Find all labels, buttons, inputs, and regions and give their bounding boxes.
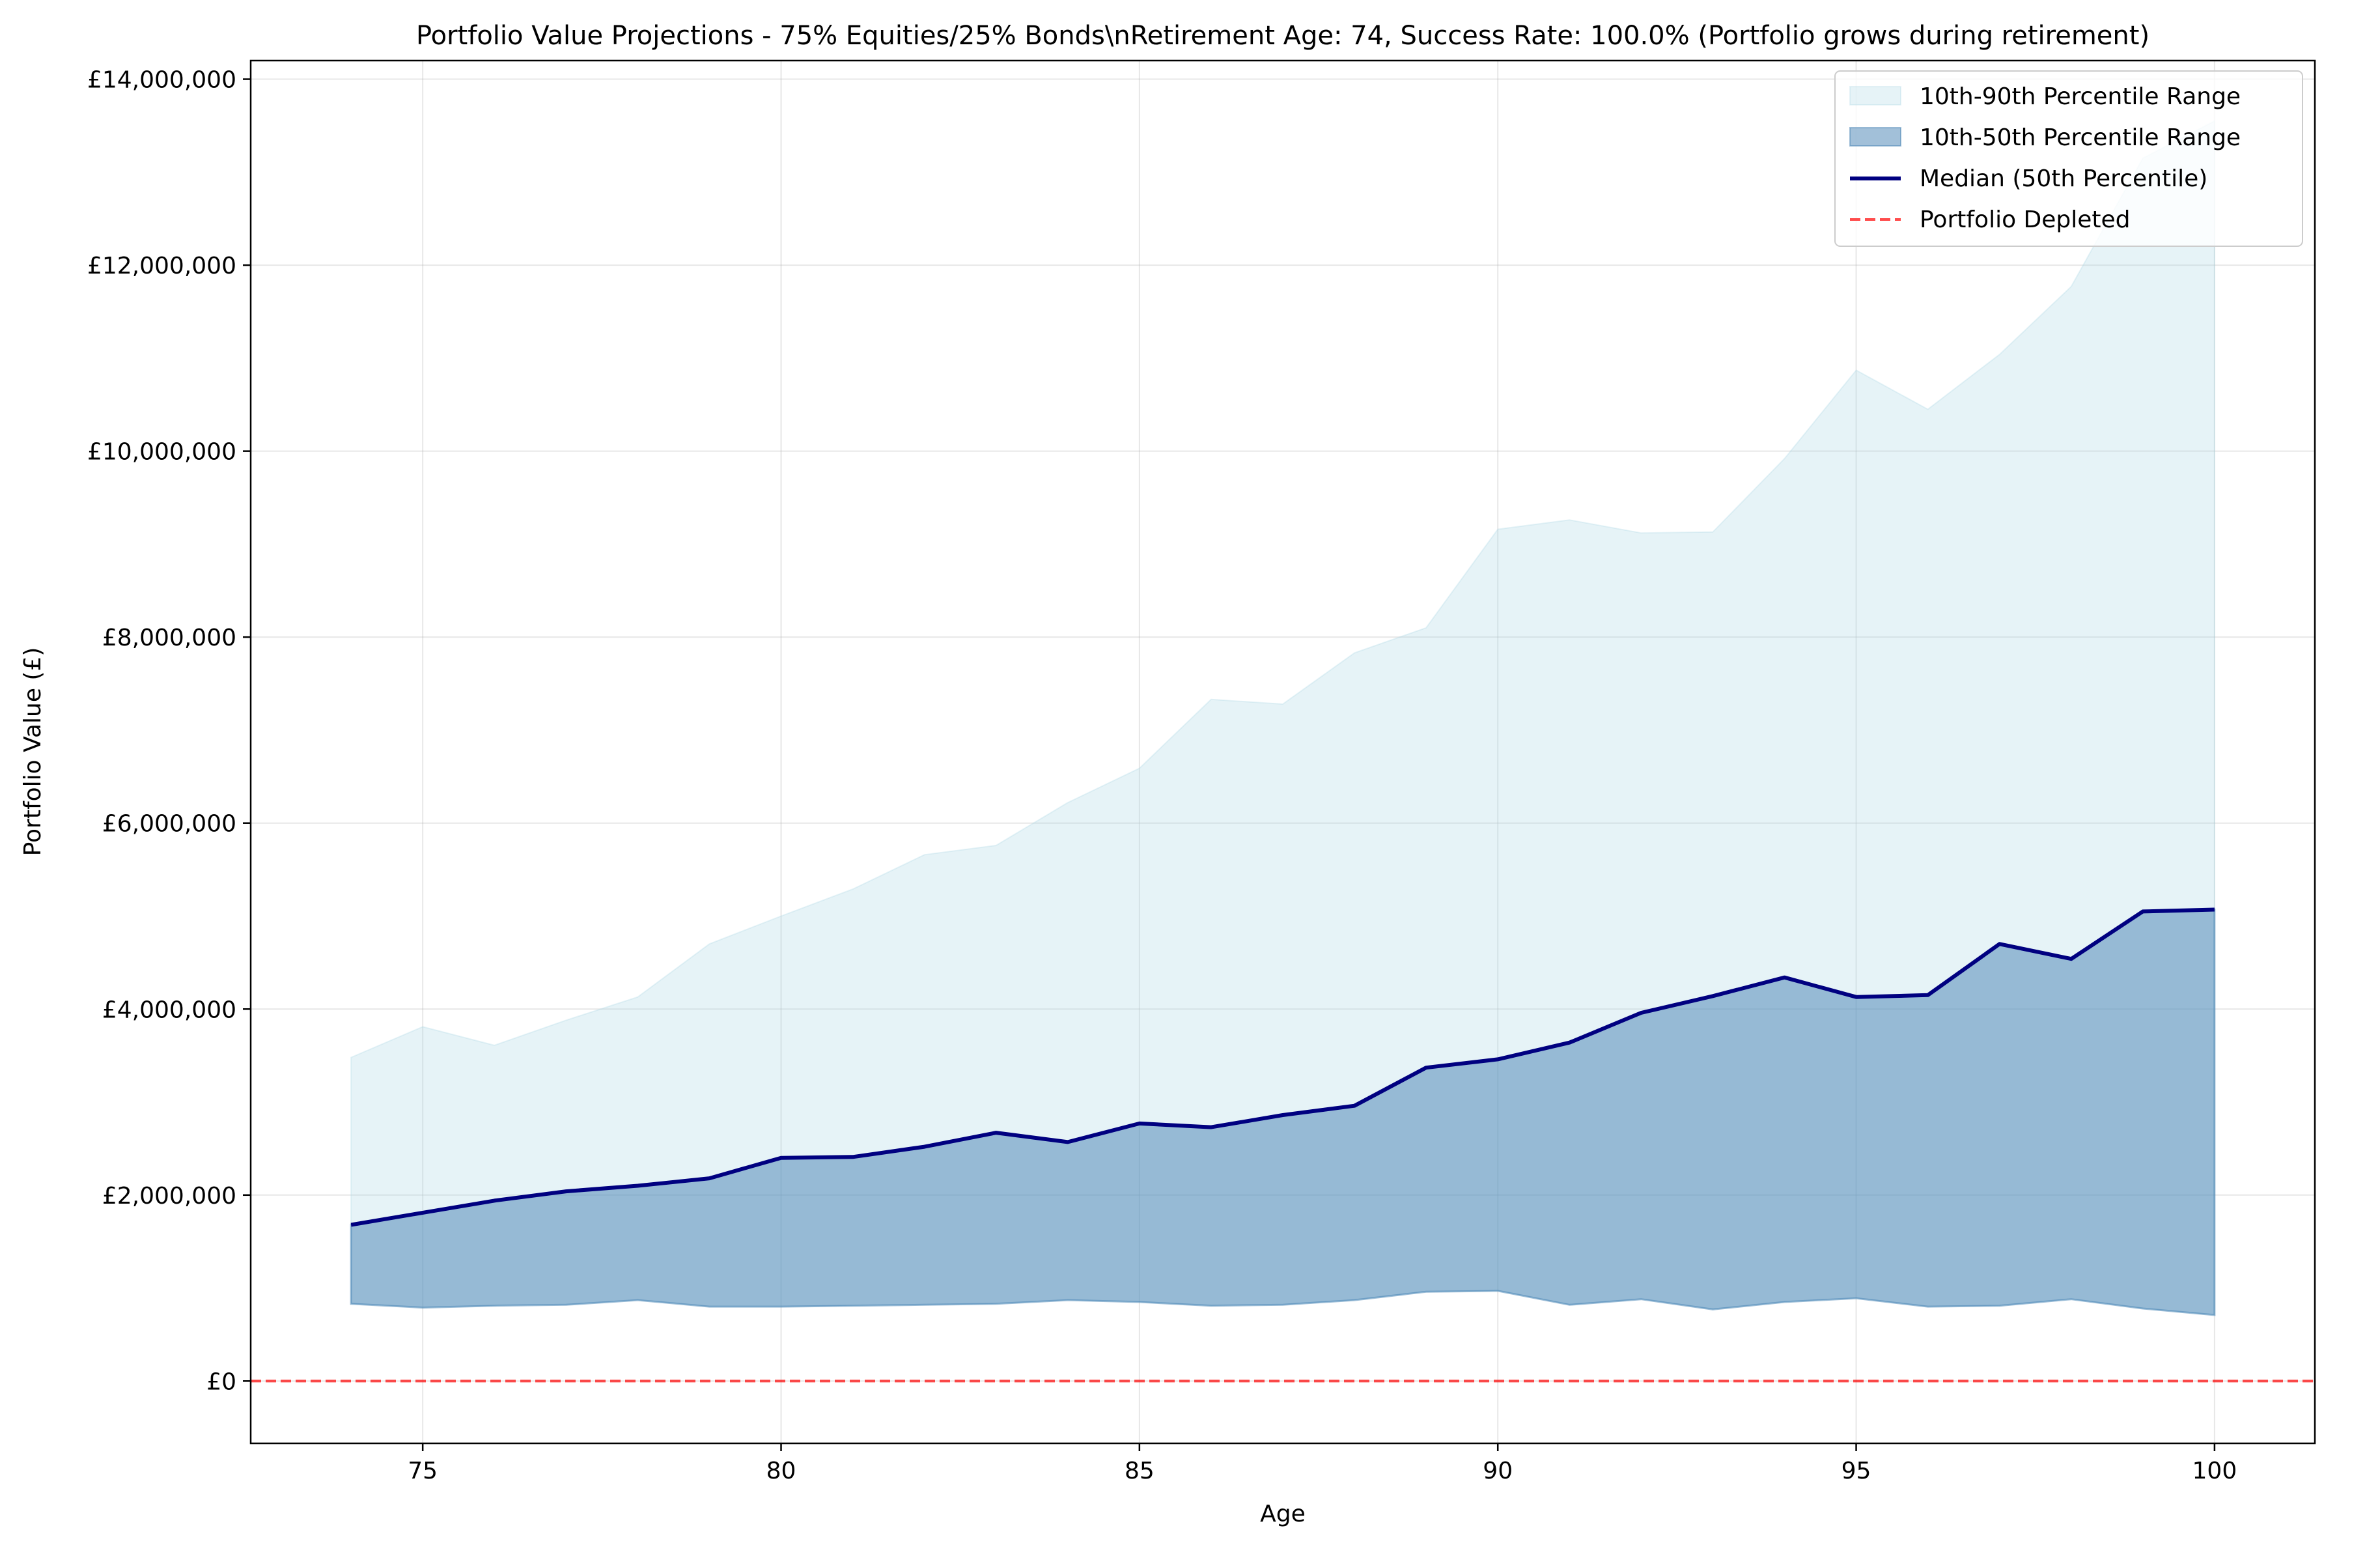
y-tick-label: £2,000,000 <box>102 1183 236 1210</box>
y-tick-label: £0 <box>206 1368 236 1395</box>
median-line <box>350 907 2215 1227</box>
y-tick-label: £14,000,000 <box>87 67 236 94</box>
y-tick-label: £10,000,000 <box>87 439 236 466</box>
y-tick-label: £6,000,000 <box>102 811 236 838</box>
y-axis-label: Portfolio Value (£) <box>20 647 46 856</box>
legend-label-depleted-line: Portfolio Depleted <box>1920 206 2131 233</box>
x-tick-label: 75 <box>408 1458 438 1484</box>
x-tick-label: 85 <box>1125 1458 1155 1484</box>
y-tick-label: £4,000,000 <box>102 997 236 1023</box>
x-tick-label: 90 <box>1483 1458 1513 1484</box>
x-tick-label: 80 <box>766 1458 796 1484</box>
legend-box <box>1834 70 2303 247</box>
legend-swatch-outer-band <box>1849 86 1901 106</box>
y-tick-label: £8,000,000 <box>102 625 236 651</box>
y-axis-ticks: £0 £2,000,000 £4,000,000 £6,000,000 £8,000,0… <box>87 67 251 1395</box>
legend-swatch-inner-band <box>1849 127 1901 147</box>
x-tick-label: 95 <box>1841 1458 1871 1484</box>
chart-title: Portfolio Value Projections - 75% Equiti… <box>416 21 2149 51</box>
x-tick-label: 100 <box>2192 1458 2237 1484</box>
legend: 10th-90th Percentile Range 10th-50th Per… <box>1834 70 2303 247</box>
legend-label-median-line: Median (50th Percentile) <box>1920 165 2207 192</box>
legend-label-inner-band: 10th-50th Percentile Range <box>1920 124 2241 151</box>
x-axis-ticks: 75 80 85 90 95 100 <box>408 1443 2237 1484</box>
x-axis-label: Age <box>1260 1501 1306 1527</box>
plot-frame <box>249 59 2316 1445</box>
median-series-line <box>350 907 2215 1227</box>
y-tick-label: £12,000,000 <box>87 253 236 279</box>
legend-label-outer-band: 10th-90th Percentile Range <box>1920 83 2241 110</box>
